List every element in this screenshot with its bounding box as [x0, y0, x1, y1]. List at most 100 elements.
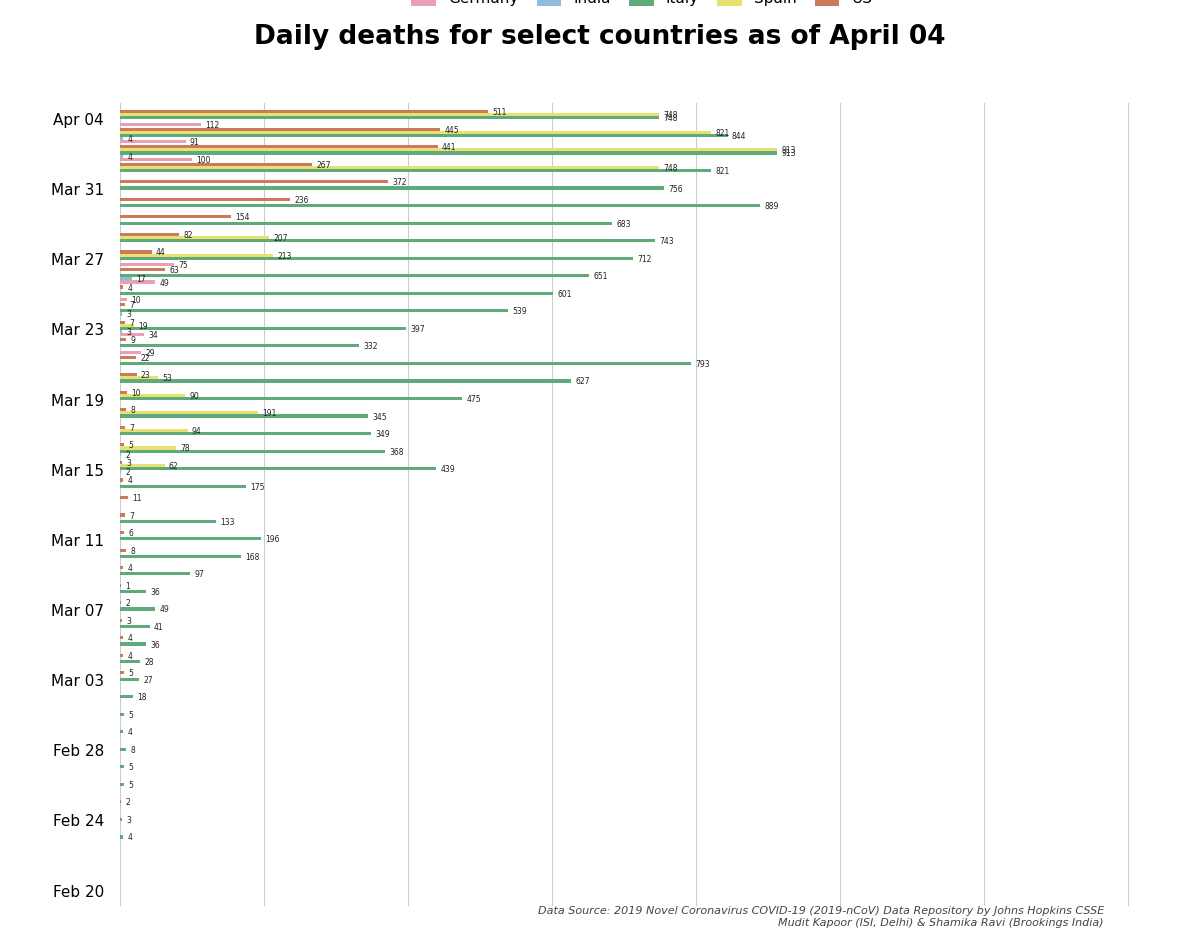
Bar: [120, 450, 385, 453]
Bar: [120, 801, 121, 803]
Text: 4: 4: [127, 564, 132, 572]
Text: 5: 5: [128, 441, 133, 450]
Bar: [120, 258, 632, 261]
Text: 36: 36: [150, 640, 160, 649]
Text: Daily deaths for select countries as of April 04: Daily deaths for select countries as of …: [254, 24, 946, 50]
Text: 889: 889: [764, 202, 779, 211]
Text: 196: 196: [265, 534, 280, 544]
Bar: [120, 240, 655, 243]
Bar: [120, 731, 122, 733]
Bar: [120, 497, 128, 499]
Bar: [120, 114, 659, 117]
Text: 511: 511: [492, 108, 506, 117]
Bar: [120, 479, 122, 482]
Text: 601: 601: [557, 290, 571, 298]
Bar: [120, 549, 126, 552]
Bar: [120, 298, 127, 302]
Text: 6: 6: [128, 529, 133, 537]
Bar: [120, 310, 508, 313]
Text: 651: 651: [593, 272, 607, 281]
Text: 4: 4: [127, 728, 132, 736]
Bar: [120, 131, 712, 135]
Bar: [120, 141, 186, 144]
Text: 627: 627: [576, 377, 590, 386]
Bar: [120, 170, 712, 173]
Bar: [120, 601, 121, 605]
Bar: [120, 149, 778, 152]
Bar: [120, 374, 137, 377]
Text: 27: 27: [144, 675, 154, 683]
Bar: [120, 415, 368, 418]
Bar: [120, 156, 122, 159]
Text: 23: 23: [140, 371, 150, 379]
Bar: [120, 233, 179, 237]
Bar: [120, 237, 269, 240]
Text: 4: 4: [127, 833, 132, 842]
Text: 267: 267: [317, 160, 331, 170]
Text: 29: 29: [145, 348, 155, 357]
Bar: [120, 334, 144, 337]
Text: 213: 213: [277, 251, 292, 261]
Text: 9: 9: [131, 336, 136, 345]
Bar: [120, 397, 462, 400]
Text: 475: 475: [467, 395, 481, 404]
Text: 5: 5: [128, 668, 133, 678]
Text: 441: 441: [442, 143, 456, 152]
Text: 18: 18: [137, 693, 146, 701]
Bar: [120, 198, 290, 202]
Text: 4: 4: [127, 283, 132, 293]
Bar: [120, 573, 190, 576]
Text: 82: 82: [184, 230, 193, 240]
Bar: [120, 380, 571, 383]
Bar: [120, 293, 553, 295]
Text: Data Source: 2019 Novel Coronavirus COVID-19 (2019-nCoV) Data Repository by John: Data Source: 2019 Novel Coronavirus COVI…: [538, 905, 1104, 927]
Bar: [120, 462, 122, 464]
Text: 821: 821: [715, 167, 730, 176]
Text: 62: 62: [169, 462, 179, 470]
Bar: [120, 538, 262, 541]
Text: 49: 49: [160, 605, 169, 614]
Bar: [120, 138, 122, 141]
Text: 22: 22: [140, 353, 150, 362]
Bar: [120, 485, 246, 488]
Text: 133: 133: [220, 517, 234, 526]
Bar: [120, 278, 132, 281]
Bar: [120, 269, 166, 272]
Bar: [120, 514, 125, 517]
Text: 793: 793: [695, 360, 710, 368]
Text: 17: 17: [137, 275, 146, 284]
Bar: [120, 187, 665, 191]
Bar: [120, 223, 612, 226]
Text: 10: 10: [132, 295, 142, 305]
Bar: [120, 444, 124, 447]
Bar: [120, 643, 146, 646]
Bar: [120, 748, 126, 751]
Bar: [120, 430, 187, 432]
Bar: [120, 251, 151, 254]
Bar: [120, 286, 122, 289]
Text: 207: 207: [274, 234, 288, 243]
Bar: [120, 304, 125, 307]
Bar: [120, 146, 438, 149]
Bar: [120, 566, 122, 569]
Bar: [120, 263, 174, 267]
Text: 712: 712: [637, 255, 652, 263]
Bar: [120, 835, 122, 838]
Text: 2: 2: [126, 468, 131, 477]
Text: 332: 332: [364, 342, 378, 351]
Bar: [120, 345, 359, 348]
Text: 349: 349: [376, 430, 390, 439]
Bar: [120, 409, 126, 412]
Text: 90: 90: [190, 392, 199, 400]
Bar: [120, 281, 155, 284]
Text: 236: 236: [294, 195, 308, 205]
Text: 8: 8: [130, 745, 134, 754]
Bar: [120, 391, 127, 395]
Bar: [120, 181, 388, 184]
Text: 36: 36: [150, 587, 160, 597]
Bar: [120, 275, 589, 278]
Text: 94: 94: [192, 427, 202, 435]
Text: 19: 19: [138, 321, 148, 330]
Text: 8: 8: [130, 406, 134, 414]
Text: 154: 154: [235, 213, 250, 222]
